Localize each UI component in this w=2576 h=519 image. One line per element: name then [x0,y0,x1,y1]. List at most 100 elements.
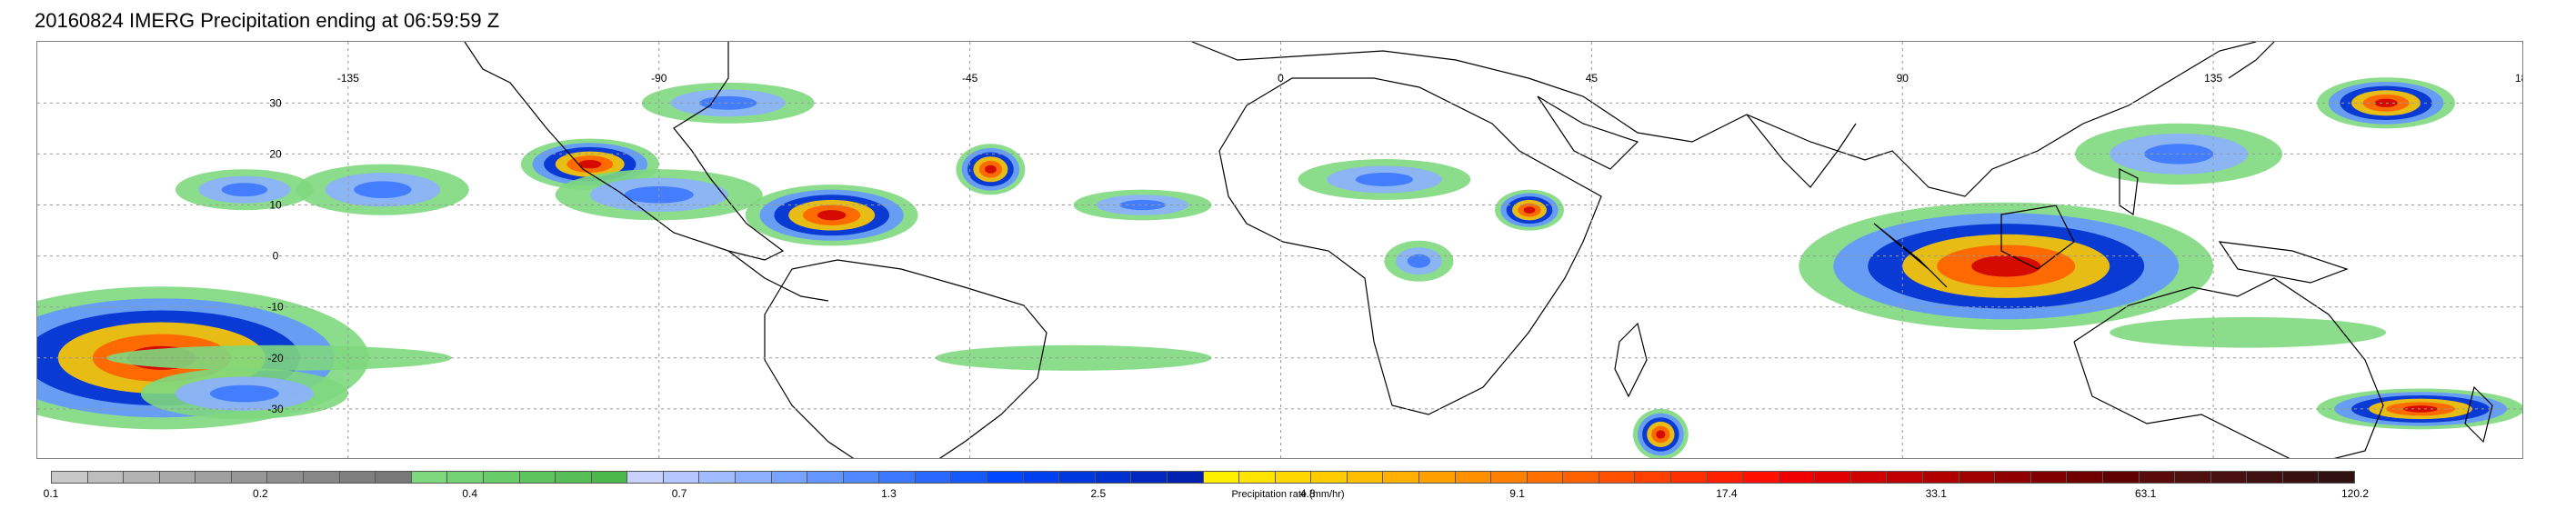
north-america-coastline [464,42,785,261]
colorbar-tick-label: 63.1 [2134,487,2157,500]
colorbar-segment [2282,472,2320,483]
precipitation-shade [2110,316,2387,348]
colorbar-segment [987,472,1024,483]
philippines-coastline [2119,168,2139,216]
colorbar-segment [195,472,232,483]
colorbar-segment [951,472,988,483]
colorbar-segment [1347,472,1384,483]
colorbar-segment [735,472,772,483]
longitude-label: 45 [1586,72,1599,85]
precipitation-shade [1656,430,1666,439]
latitude-label: 10 [269,199,282,212]
madagascar-coastline [1614,322,1648,398]
colorbar-segment [483,472,520,483]
latitude-label: 20 [269,147,282,160]
precipitation-shade [817,210,847,221]
colorbar-segment [1707,472,1744,483]
precipitation-shade [1407,254,1431,268]
colorbar-segment [1779,472,1816,483]
colorbar-segment [447,472,484,483]
central-america-coastline [727,250,829,302]
colorbar-segment [1383,472,1419,483]
colorbar-segment [267,472,305,483]
colorbar-segment [519,472,556,483]
colorbar-segment [159,472,196,483]
new-zealand-coastline [2464,385,2493,444]
colorbar-segment [1635,472,1672,483]
colorbar-segment [2319,472,2354,483]
precipitation-map: -135 -90 -45 0 45 90 135 180 30 20 10 0 -10 -20 -30 [36,41,2523,459]
colorbar-segment [52,472,88,483]
colorbar-segment [1059,472,1096,483]
map-title: 20160824 IMERG Precipitation ending at 0… [35,9,500,32]
precipitation-shade [1119,199,1166,211]
precipitation-cell [2110,316,2387,348]
colorbar-segment [1923,472,1960,483]
precipitation-cell [956,144,1026,195]
colorbar-segment [1023,472,1060,483]
colorbar-segment [1203,472,1240,483]
colorbar-segment [591,472,628,483]
longitude-label: 180 [2515,72,2523,85]
colorbar-segment [1491,472,1528,483]
colorbar-segment [627,472,664,483]
latitude-label: -30 [267,403,284,415]
precipitation-shade [935,344,1212,371]
precipitation-cell [175,169,314,211]
precipitation-cell [1799,202,2214,330]
precipitation-shade [985,165,997,174]
colorbar-segment [663,472,700,483]
colorbar-tick-label: 0.1 [43,487,59,500]
colorbar-tick-label: 0.2 [253,487,268,500]
colorbar-segment [411,472,448,483]
latitude-label: 0 [273,250,279,263]
colorbar-segment [1563,472,1599,483]
longitude-label: -45 [962,72,978,85]
precipitation-cell [105,344,452,371]
precipitation-layer [37,77,2522,458]
colorbar-tick-label: 2.5 [1090,487,1107,500]
colorbar-segment [339,472,376,483]
colorbar-segment [376,472,412,483]
colorbar-segment [1527,472,1564,483]
latitude-label: 30 [269,96,282,109]
colorbar-segment [87,472,125,483]
colorbar-segment [2067,472,2103,483]
colorbar-segment [1887,472,1924,483]
precipitation-shade [1971,255,2041,277]
latitude-label: -20 [267,352,284,364]
precipitation-cell [935,344,1212,371]
colorbar [51,471,2355,484]
colorbar-segment [1850,472,1888,483]
japan-coastline [2228,42,2275,79]
precipitation-shade [105,344,452,371]
latitude-label: -10 [267,301,284,314]
australia-coastline [2073,277,2384,458]
colorbar-tick-label: 4.8 [1299,487,1316,500]
graticule [37,42,2522,458]
new-guinea-coastline [2218,241,2349,284]
africa-coastline [1218,77,1602,415]
colorbar-segment [1167,472,1204,483]
colorbar-tick-label: 9.1 [1509,487,1525,500]
colorbar-segment [771,472,808,483]
colorbar-segment [1599,472,1636,483]
precipitation-shade [2144,144,2214,165]
colorbar-segment [2247,472,2283,483]
precipitation-shade [578,159,602,169]
india-coastline [1746,114,1857,188]
colorbar-segment [304,472,340,483]
colorbar-segment [1095,472,1132,483]
longitude-label: 135 [2204,72,2222,85]
graticule-labels: -135 -90 -45 0 45 90 135 180 30 20 10 0 -10 -20 -30 [267,72,2523,415]
colorbar-segment [915,472,952,483]
precipitation-shade [2403,405,2439,413]
colorbar-segment [556,472,592,483]
colorbar-segment [2030,472,2068,483]
colorbar-segment [2210,472,2248,483]
precipitation-cell [1495,189,1564,231]
coastline-layer [464,42,2493,458]
colorbar-segment [1995,472,2031,483]
sumatra-coastline [1873,223,1948,288]
precipitation-cell [296,164,469,215]
